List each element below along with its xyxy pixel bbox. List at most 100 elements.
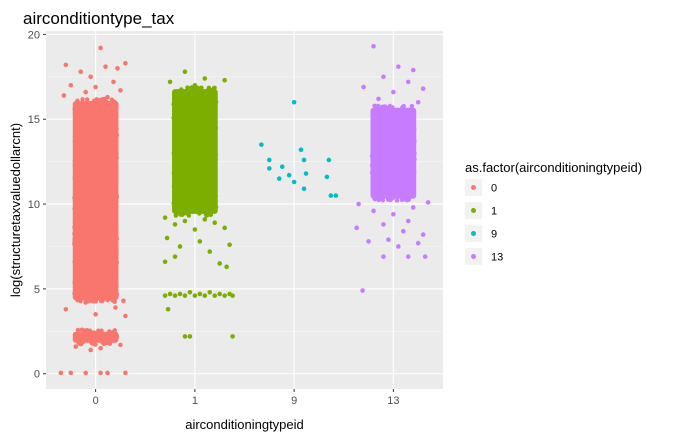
data-point (197, 239, 203, 244)
data-point (78, 69, 84, 75)
data-point (171, 102, 176, 107)
data-point (101, 341, 106, 347)
data-point (72, 237, 77, 243)
data-point (98, 45, 103, 51)
data-point (390, 196, 395, 201)
data-point (202, 293, 208, 298)
data-point (411, 148, 416, 153)
y-tick-label: 15 (28, 114, 40, 126)
data-point (171, 108, 177, 114)
data-point (172, 173, 178, 179)
data-point (207, 249, 213, 254)
data-point (107, 341, 113, 346)
data-point (213, 125, 219, 131)
data-point (72, 125, 78, 130)
data-point (72, 225, 77, 230)
data-point (177, 291, 183, 297)
data-point (224, 264, 229, 270)
data-point (92, 276, 97, 282)
data-point (391, 89, 396, 95)
data-point (213, 152, 218, 157)
point-band-0 (72, 331, 119, 343)
data-point (411, 110, 417, 115)
data-point (370, 151, 375, 156)
data-point (328, 193, 334, 198)
data-point (410, 205, 416, 210)
data-point (102, 278, 107, 284)
x-tick-label: 1 (192, 395, 198, 407)
data-point (411, 116, 416, 121)
data-point (259, 142, 264, 147)
data-point (291, 99, 297, 105)
data-point (98, 345, 103, 351)
data-point (217, 291, 222, 297)
data-point (172, 254, 178, 259)
data-point (354, 225, 359, 231)
data-point (73, 279, 79, 284)
y-axis-title: log(structuretaxvaluedollarcnt) (8, 123, 23, 297)
data-point (162, 215, 168, 220)
data-point (212, 120, 217, 126)
data-point (84, 327, 90, 333)
y-tick-label: 0 (34, 369, 40, 381)
data-point (222, 77, 227, 83)
data-point (189, 85, 194, 90)
data-point (386, 237, 391, 242)
data-point (114, 126, 119, 131)
data-point (103, 64, 108, 69)
data-point (291, 179, 297, 185)
data-point (105, 94, 110, 100)
data-point (369, 163, 375, 168)
data-point (109, 279, 114, 284)
data-point (171, 184, 177, 189)
data-point (361, 84, 366, 90)
data-point (192, 293, 198, 298)
data-point (85, 97, 90, 102)
data-point (360, 288, 365, 293)
axes: 0 5 10 15 20 0 1 9 13 (28, 29, 400, 407)
data-point (333, 193, 339, 198)
data-point (72, 231, 77, 236)
data-point (171, 164, 177, 170)
chart-title: airconditiontype_tax (23, 9, 175, 28)
data-point (213, 99, 219, 105)
data-point (405, 218, 411, 224)
data-point (99, 328, 104, 333)
data-point (425, 200, 431, 205)
data-point (324, 174, 330, 180)
data-point (411, 134, 416, 140)
data-point (222, 225, 227, 231)
data-point (113, 118, 118, 124)
legend-key-symbol (471, 231, 476, 236)
data-point (172, 205, 177, 210)
legend-label: 13 (491, 252, 503, 264)
data-point (376, 96, 381, 102)
data-point (385, 197, 391, 202)
data-point (114, 165, 119, 170)
data-point (100, 298, 105, 304)
data-point (75, 327, 81, 333)
data-point (78, 340, 84, 345)
data-point (212, 293, 218, 298)
data-point (112, 277, 118, 282)
data-point (370, 176, 375, 181)
data-point (276, 176, 282, 181)
data-point (114, 333, 120, 339)
y-tick-label: 20 (28, 29, 40, 41)
data-point (73, 284, 78, 290)
data-point (113, 217, 119, 223)
data-point (406, 197, 412, 202)
data-point (114, 193, 120, 199)
data-point (179, 87, 184, 92)
data-point (213, 157, 218, 162)
legend-title: as.factor(airconditioningtypeid) (465, 160, 642, 175)
data-point (88, 347, 93, 353)
data-point (171, 115, 176, 121)
data-point (192, 82, 198, 88)
data-point (73, 158, 78, 164)
data-point (165, 306, 171, 312)
data-point (114, 150, 119, 156)
data-point (113, 266, 118, 271)
data-point (420, 86, 426, 91)
data-point (391, 211, 396, 217)
